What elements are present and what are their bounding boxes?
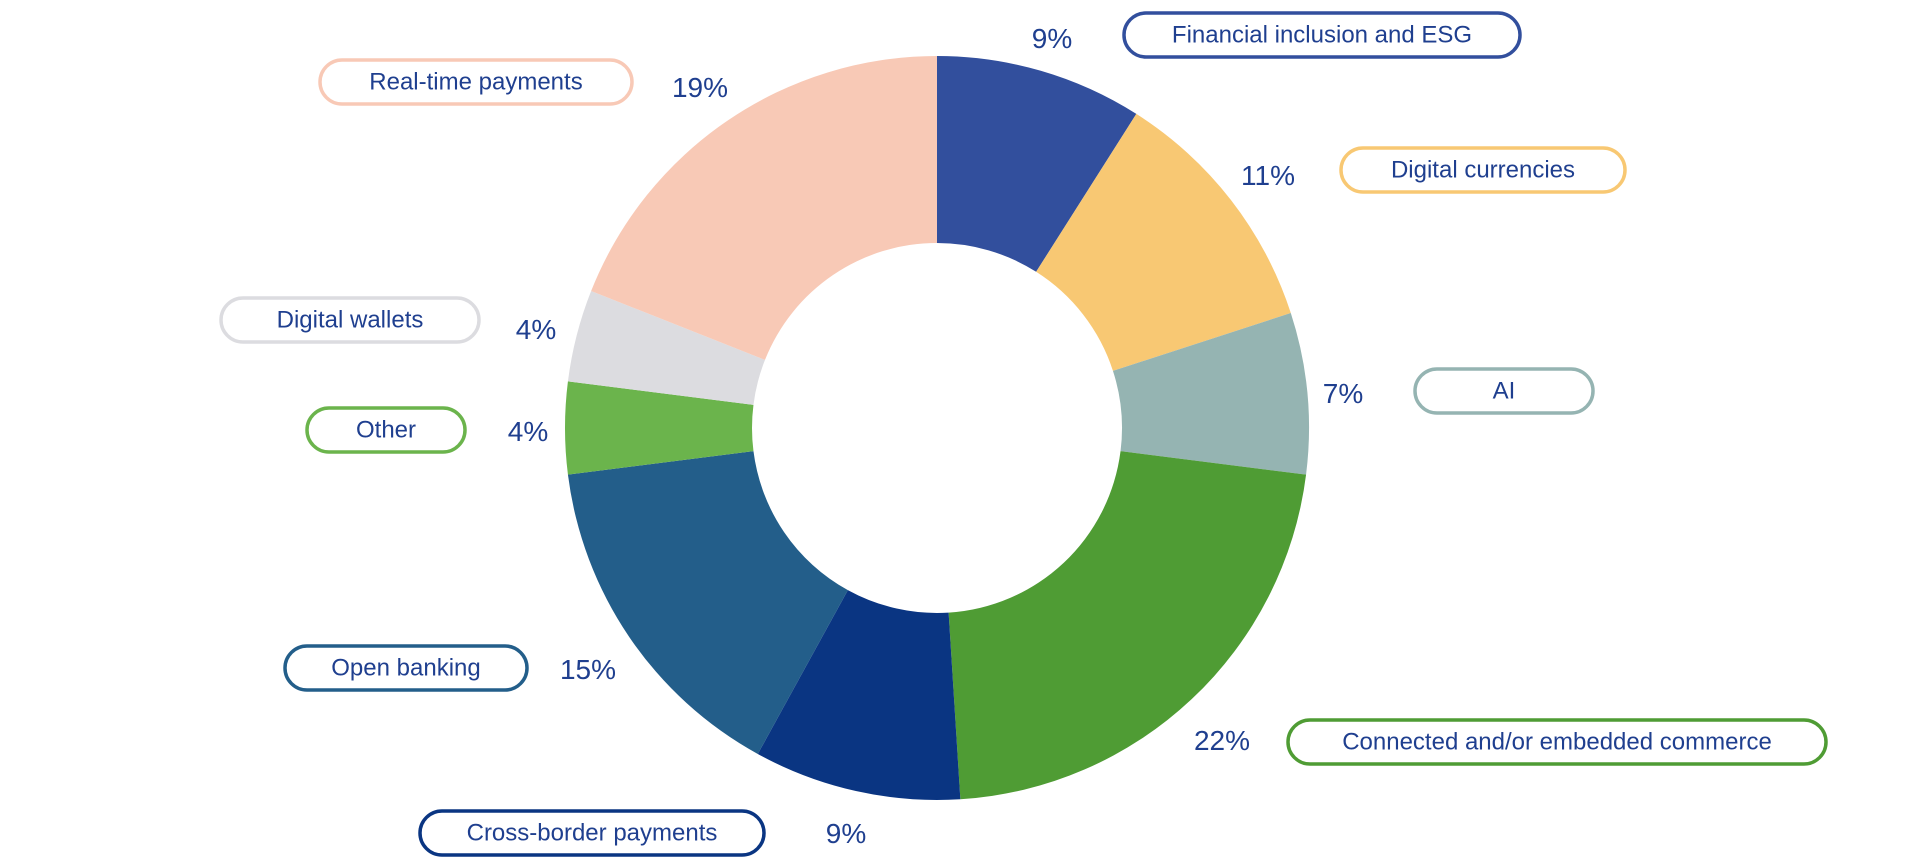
category-label-connected-and-or-embedded-commerce: Connected and/or embedded commerce [1342,728,1772,755]
legend-pill-ai [1413,367,1595,415]
percent-label-open-banking: 15% [560,654,616,685]
donut-slices [565,56,1309,800]
category-label-cross-border-payments: Cross-border payments [467,819,718,846]
legend-pill-real-time-payments [318,58,634,106]
slice-cross-border-payments [757,590,961,800]
donut-labels: 9% Financial inclusion and ESG 11% Digital … [219,11,1828,857]
legend-pill-open-banking [283,644,529,692]
percent-label-connected-and-or-embedded-commerce: 22% [1194,725,1250,756]
slice-real-time-payments [591,56,937,360]
category-label-digital-wallets: Digital wallets [277,306,424,333]
slice-connected-and-or-embedded-commerce [948,451,1307,800]
slice-other [565,381,754,475]
legend-pill-cross-border-payments [418,809,766,857]
slice-financial-inclusion-and-esg [937,56,1137,272]
slice-digital-currencies [1036,113,1291,371]
percent-label-other: 4% [508,416,548,447]
category-label-open-banking: Open banking [331,654,480,681]
category-label-other: Other [356,416,416,443]
legend-pill-digital-currencies [1339,146,1627,194]
percent-label-real-time-payments: 19% [672,72,728,103]
legend-pill-financial-inclusion-and-esg [1122,11,1522,59]
percent-label-digital-wallets: 4% [516,314,556,345]
slice-open-banking [567,451,848,754]
legend-pill-other [305,406,467,454]
slice-ai [1112,313,1309,475]
category-label-financial-inclusion-and-esg: Financial inclusion and ESG [1172,21,1472,48]
slice-digital-wallets [567,291,765,405]
legend-pill-digital-wallets [219,296,481,344]
percent-label-cross-border-payments: 9% [826,818,866,849]
category-label-ai: AI [1493,377,1516,404]
percent-label-financial-inclusion-and-esg: 9% [1032,23,1072,54]
percent-label-ai: 7% [1323,378,1363,409]
percent-label-digital-currencies: 11% [1241,160,1295,191]
legend-pill-connected-and-or-embedded-commerce [1286,718,1828,766]
category-label-real-time-payments: Real-time payments [369,68,582,95]
category-label-digital-currencies: Digital currencies [1391,156,1575,183]
